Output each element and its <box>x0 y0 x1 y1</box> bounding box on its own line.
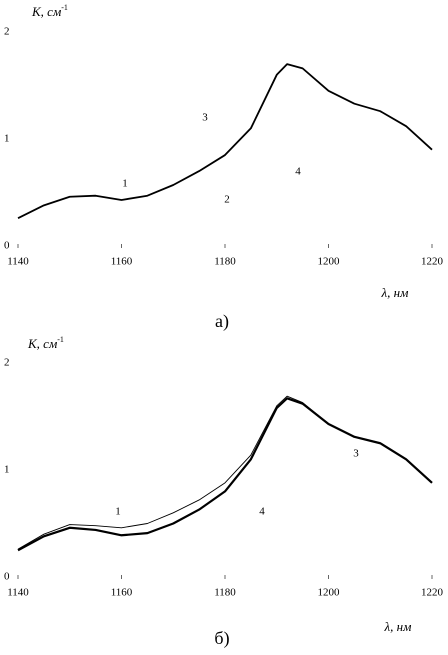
caption: б) <box>214 628 229 649</box>
y-tick-label: 2 <box>4 357 10 369</box>
curve-label: 1 <box>115 506 121 518</box>
x-tick-label: 1200 <box>318 587 341 599</box>
caption: а) <box>215 311 229 332</box>
x-tick-label: 1140 <box>7 587 29 599</box>
x-tick-label: 1220 <box>421 256 444 268</box>
data-line <box>17 395 433 550</box>
y-tick-label: 0 <box>4 571 10 583</box>
x-tick-label: 1200 <box>318 256 341 268</box>
curve-label: 1 <box>122 178 128 190</box>
x-axis-label: λ, нм <box>381 285 409 300</box>
curve-label: 3 <box>353 448 359 460</box>
y-axis-label-exponent: -1 <box>57 335 64 344</box>
x-tick-label: 1160 <box>111 256 133 268</box>
y-tick-label: 1 <box>4 133 10 145</box>
y-axis-label: K, см-1 <box>27 335 64 351</box>
x-axis-label: λ, нм <box>384 619 412 634</box>
curve-label: 3 <box>202 112 208 124</box>
y-tick-label: 1 <box>4 464 10 476</box>
y-axis-label: K, см-1 <box>31 3 68 19</box>
x-tick-label: 1180 <box>214 256 236 268</box>
data-line <box>17 397 433 552</box>
y-tick-label: 2 <box>4 26 10 38</box>
y-axis-label-text: K, см <box>31 4 61 19</box>
curve-label: 2 <box>224 194 230 206</box>
y-tick-label: 0 <box>4 240 10 252</box>
x-tick-label: 1160 <box>111 587 133 599</box>
curve-label: 4 <box>295 166 301 178</box>
x-tick-label: 1180 <box>214 587 236 599</box>
y-axis-label-text: K, см <box>27 336 57 351</box>
curve-label: 4 <box>259 506 265 518</box>
data-line <box>17 63 433 219</box>
x-tick-label: 1220 <box>421 587 444 599</box>
x-tick-label: 1140 <box>7 256 29 268</box>
y-axis-label-exponent: -1 <box>61 3 68 12</box>
